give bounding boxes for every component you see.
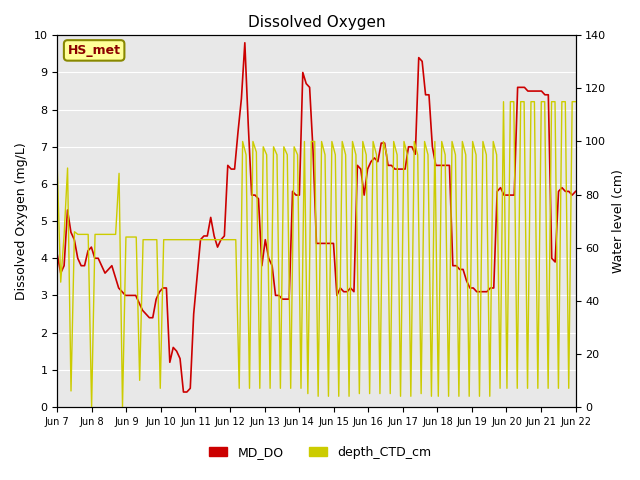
- Text: HS_met: HS_met: [68, 44, 121, 57]
- Legend: MD_DO, depth_CTD_cm: MD_DO, depth_CTD_cm: [204, 441, 436, 464]
- Y-axis label: Dissolved Oxygen (mg/L): Dissolved Oxygen (mg/L): [15, 142, 28, 300]
- Y-axis label: Water level (cm): Water level (cm): [612, 169, 625, 273]
- Title: Dissolved Oxygen: Dissolved Oxygen: [248, 15, 385, 30]
